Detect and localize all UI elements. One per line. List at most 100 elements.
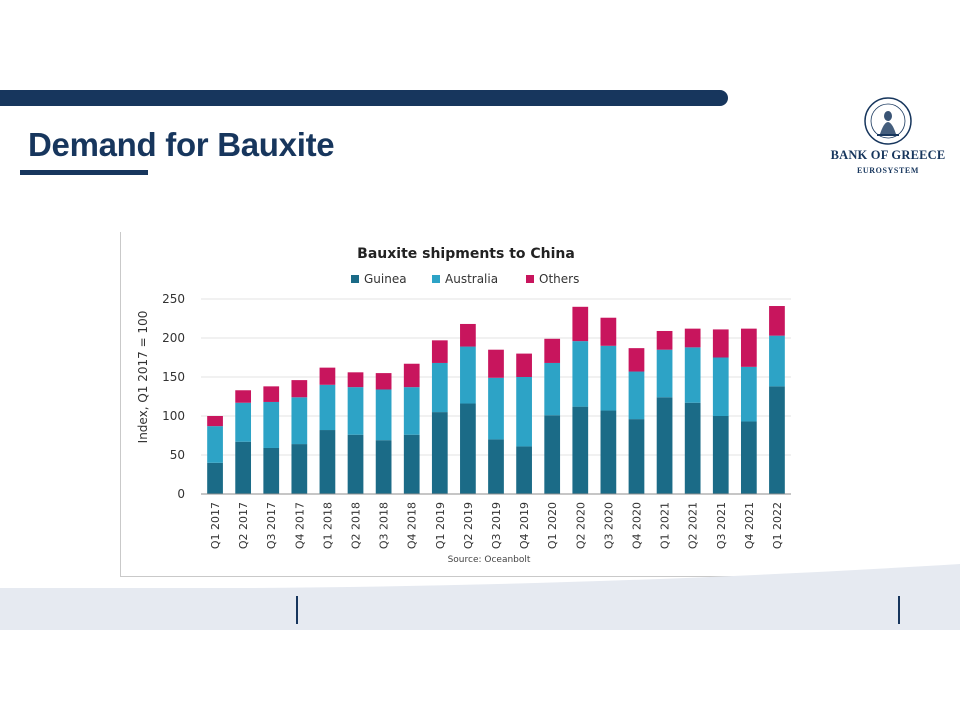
y-tick-label: 150 <box>162 370 185 384</box>
bar-australia <box>572 341 589 407</box>
bar-guinea <box>488 439 504 494</box>
bar-others <box>516 353 532 377</box>
bar-others <box>712 329 729 358</box>
footer-divider-right <box>898 596 900 624</box>
x-tick-label: Q2 2019 <box>462 502 475 549</box>
bar-guinea <box>600 410 617 494</box>
bar-guinea <box>684 402 701 494</box>
legend-item-others: Others <box>526 272 579 286</box>
x-tick-label: Q4 2021 <box>743 502 756 549</box>
bar-guinea <box>544 415 561 494</box>
x-tick-label: Q2 2018 <box>350 502 363 549</box>
x-tick-label: Q3 2020 <box>602 502 615 549</box>
bar-guinea <box>207 462 223 494</box>
bar-others <box>460 323 476 347</box>
bar-guinea <box>712 416 729 494</box>
title-underline <box>20 170 148 175</box>
x-tick-label: Q3 2021 <box>715 502 728 549</box>
bar-guinea <box>235 441 252 494</box>
bar-guinea <box>769 386 785 494</box>
legend: Guinea Australia Others <box>351 272 579 286</box>
bar-others <box>403 363 420 388</box>
x-tick-label: Q4 2020 <box>630 502 643 549</box>
bar-guinea <box>628 419 645 494</box>
bar-others <box>684 328 701 348</box>
logo-name: BANK OF GREECE <box>830 148 946 162</box>
bar-australia <box>488 377 504 440</box>
bar-guinea <box>347 434 364 494</box>
bar-australia <box>740 366 757 422</box>
y-tick-label: 250 <box>162 292 185 306</box>
logo-subtitle: EUROSYSTEM <box>856 166 919 175</box>
bar-australia <box>263 401 280 448</box>
bar-guinea <box>403 434 420 494</box>
bar-others <box>656 330 673 350</box>
x-tick-label: Q3 2019 <box>490 502 503 549</box>
x-tick-label: Q1 2022 <box>771 502 784 549</box>
bar-others <box>600 317 617 346</box>
bank-logo: BANK OF GREECE EUROSYSTEM <box>826 96 950 182</box>
legend-swatch-others <box>526 275 534 283</box>
bar-australia <box>375 389 392 441</box>
chart-title: Bauxite shipments to China <box>357 246 575 262</box>
bar-australia <box>431 362 448 413</box>
bar-australia <box>207 426 223 463</box>
bar-australia <box>712 357 729 416</box>
bar-australia <box>235 402 252 442</box>
bar-others <box>572 306 589 342</box>
legend-item-guinea: Guinea <box>351 272 407 286</box>
bar-others <box>263 386 280 402</box>
bar-australia <box>460 346 476 404</box>
bar-others <box>740 328 757 367</box>
bar-australia <box>684 347 701 403</box>
x-tick-label: Q2 2017 <box>237 502 250 549</box>
bar-others <box>207 416 223 427</box>
bar-australia <box>600 345 617 411</box>
footer-divider-left <box>296 596 298 624</box>
bar-others <box>488 349 504 378</box>
x-tick-label: Q4 2018 <box>406 502 419 549</box>
x-tick-label: Q1 2020 <box>546 502 559 549</box>
x-tick-label: Q2 2020 <box>574 502 587 549</box>
header-band <box>0 90 728 106</box>
bar-others <box>769 306 785 336</box>
y-axis-label: Index, Q1 2017 = 100 <box>136 311 150 444</box>
x-tick-label: Q1 2018 <box>321 502 334 549</box>
bar-australia <box>544 362 561 416</box>
bar-australia <box>628 371 645 420</box>
x-tick-label: Q3 2017 <box>265 502 278 549</box>
bar-guinea <box>740 421 757 494</box>
bar-others <box>235 390 252 403</box>
x-tick-label: Q3 2018 <box>378 502 391 549</box>
bar-australia <box>347 387 364 435</box>
chart-source: Source: Oceanbolt <box>448 555 531 565</box>
bars <box>207 306 785 494</box>
slide-title: Demand for Bauxite <box>28 126 335 163</box>
bank-of-greece-seal-icon <box>864 97 912 145</box>
bar-guinea <box>291 444 308 494</box>
y-tick-label: 200 <box>162 331 185 345</box>
bar-others <box>347 372 364 388</box>
bar-australia <box>319 384 336 431</box>
legend-label-australia: Australia <box>445 272 498 286</box>
bar-guinea <box>431 412 448 494</box>
bar-australia <box>656 349 673 398</box>
bar-others <box>544 338 561 363</box>
bar-others <box>375 373 392 390</box>
footer-band <box>0 588 960 630</box>
y-tick-label: 50 <box>170 448 185 462</box>
bar-chart: Bauxite shipments to China Guinea Austra… <box>136 246 791 565</box>
bar-australia <box>403 387 420 435</box>
bar-others <box>291 380 308 398</box>
x-axis-ticks: Q1 2017 Q2 2017 Q3 2017 Q4 2017 Q1 2018 Q2 20… <box>209 502 784 549</box>
bar-australia <box>516 377 532 447</box>
legend-item-australia: Australia <box>432 272 498 286</box>
bar-others <box>628 348 645 372</box>
legend-label-others: Others <box>539 272 579 286</box>
bar-guinea <box>460 403 476 494</box>
chart-container: Bauxite shipments to China Guinea Austra… <box>120 232 811 577</box>
bar-guinea <box>263 447 280 494</box>
legend-swatch-australia <box>432 275 440 283</box>
y-axis-ticks: 0 50 100 150 200 250 <box>162 292 185 501</box>
bar-guinea <box>319 430 336 494</box>
